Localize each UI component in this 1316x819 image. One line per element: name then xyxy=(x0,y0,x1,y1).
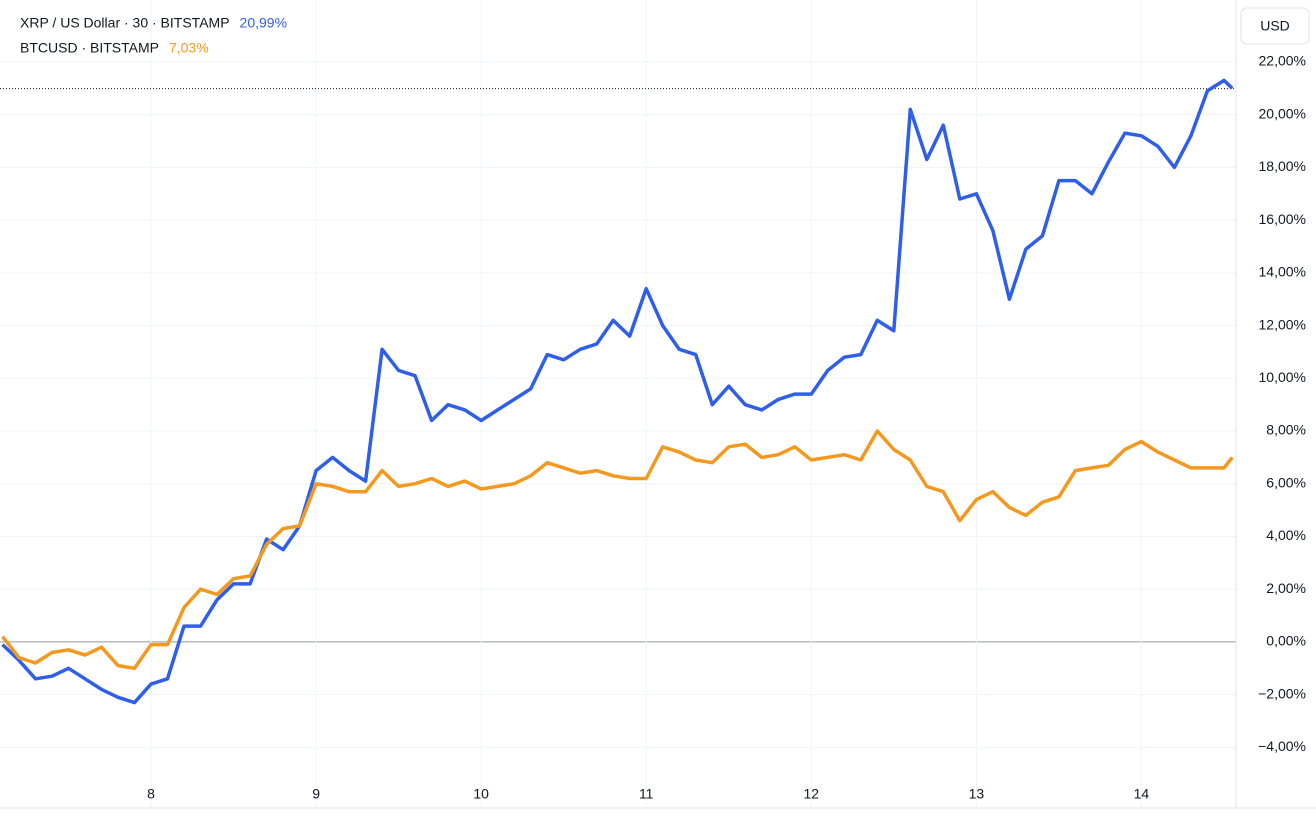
x-tick-label: 9 xyxy=(312,786,320,802)
legend-name: XRP / US Dollar · 30 · BITSTAMP xyxy=(20,15,230,31)
y-tick-label: 20,00% xyxy=(1259,105,1306,121)
y-tick-label: 4,00% xyxy=(1266,527,1306,543)
y-tick-label: 14,00% xyxy=(1259,264,1306,280)
legend-name: BTCUSD · BITSTAMP xyxy=(20,40,159,56)
legend-value: 20,99% xyxy=(240,15,287,31)
x-tick-label: 10 xyxy=(473,786,489,802)
currency-button[interactable] xyxy=(1240,7,1310,45)
x-tick-label: 12 xyxy=(804,786,820,802)
x-tick-label: 14 xyxy=(1134,786,1150,802)
y-tick-label: −4,00% xyxy=(1258,738,1306,754)
currency-label[interactable]: USD xyxy=(1260,18,1290,34)
x-tick-label: 8 xyxy=(147,786,155,802)
y-tick-label: 10,00% xyxy=(1259,369,1306,385)
y-tick-label: 12,00% xyxy=(1259,316,1306,332)
y-tick-label: 22,00% xyxy=(1259,53,1306,69)
y-tick-label: 8,00% xyxy=(1266,422,1306,438)
y-tick-label: −2,00% xyxy=(1258,685,1306,701)
legend-value: 7,03% xyxy=(169,40,209,56)
x-tick-label: 11 xyxy=(639,786,654,802)
x-tick-label: 13 xyxy=(969,786,985,802)
y-tick-label: 18,00% xyxy=(1259,158,1306,174)
y-tick-label: 2,00% xyxy=(1266,580,1306,596)
series-line xyxy=(1,78,1234,705)
series-line xyxy=(1,429,1234,671)
y-tick-label: 6,00% xyxy=(1266,474,1306,490)
y-tick-label: 16,00% xyxy=(1259,211,1306,227)
y-tick-label: 0,00% xyxy=(1266,633,1306,649)
